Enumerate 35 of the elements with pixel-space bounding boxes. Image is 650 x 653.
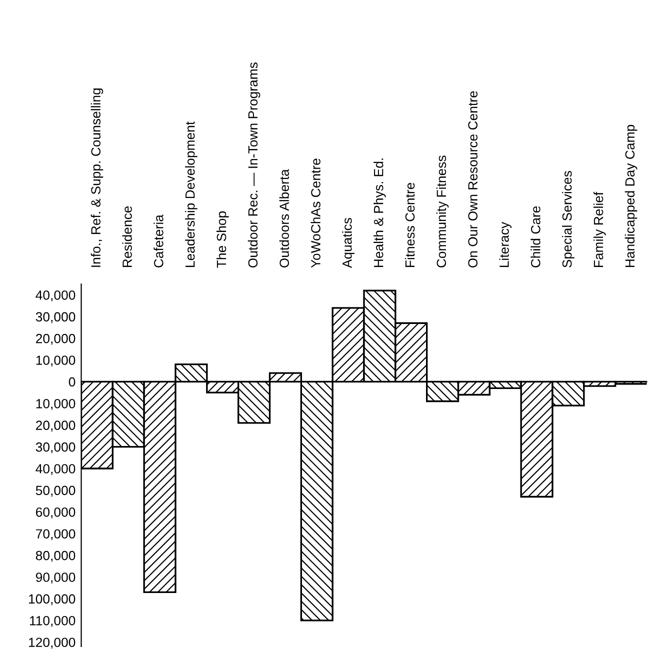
y-tick-label: 20,000 (36, 420, 76, 432)
x-tick-label: Leadership Development (185, 121, 198, 267)
x-tick-label: Community Fitness (436, 156, 449, 268)
y-tick-label: 10,000 (36, 398, 76, 410)
x-tick-label: Literacy (499, 222, 512, 267)
y-tick-label: 80,000 (36, 550, 76, 562)
x-tick-label: Child Care (530, 206, 540, 268)
y-tick-label: 70,000 (36, 529, 76, 540)
y-tick-label: 0 (68, 377, 76, 387)
y-tick-label: 40,000 (36, 464, 76, 475)
y-tick-label: 110,000 (30, 616, 76, 627)
y-tick-label: 100,000 (29, 594, 76, 606)
x-tick-label: Family Relief (593, 192, 606, 267)
x-tick-label: Fitness Centre (404, 182, 415, 267)
y-tick-label: 40,000 (36, 290, 76, 302)
x-tick-label: The Shop (216, 211, 229, 268)
y-tick-label: 10,000 (36, 356, 76, 366)
x-tick-label: Outdoor Rec. — In-Town Programs (248, 62, 260, 268)
x-tick-label: Info., Ref. & Supp. Counselling (90, 88, 104, 267)
x-tick-label: Handicapped Day Camp (624, 124, 638, 267)
y-tick-label: 60,000 (36, 507, 76, 518)
x-tick-label: YoWoChAs Centre (310, 158, 320, 268)
x-tick-label: Aquatics (342, 218, 354, 268)
y-tick-label: 120,000 (29, 638, 76, 649)
y-tick-label: 30,000 (36, 442, 76, 454)
x-tick-label: Special Services (562, 171, 574, 268)
x-tick-label: Residence (122, 206, 132, 267)
x-tick-label: Cafeteria (154, 214, 164, 268)
y-tick-label: 50,000 (36, 486, 76, 497)
y-tick-label: 90,000 (36, 572, 76, 584)
x-tick-label: On Our Own Resource Centre (468, 91, 478, 268)
x-tick-label: Health & Phys. Ed. (374, 158, 386, 267)
y-tick-label: 30,000 (36, 312, 76, 324)
x-tick-label: Outdoors Alberta (279, 169, 289, 268)
y-tick-label: 20,000 (36, 334, 76, 345)
